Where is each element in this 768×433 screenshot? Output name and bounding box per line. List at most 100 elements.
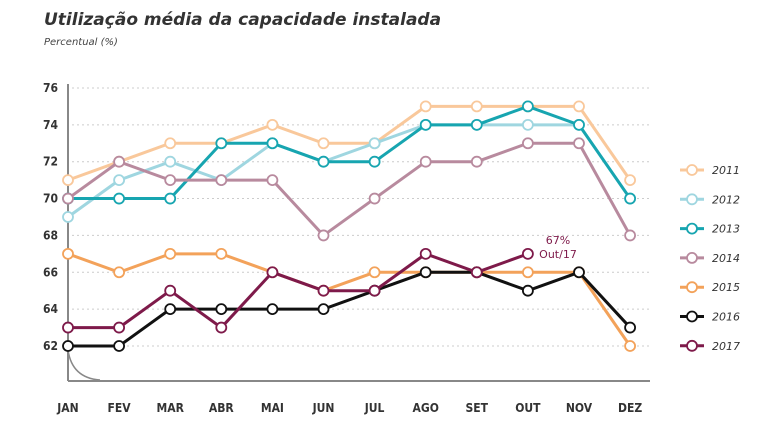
data-point-2011 [164, 137, 177, 150]
data-point-2013 [470, 118, 483, 131]
data-point-2016 [317, 303, 330, 316]
data-point-2011 [624, 174, 636, 187]
data-point-2013 [419, 118, 432, 131]
legend-label-2011: 2011 [712, 164, 740, 177]
legend-marker-2012 [686, 193, 698, 206]
x-tick-label: JUL [364, 401, 385, 415]
data-point-2015 [624, 340, 636, 352]
data-point-2017 [470, 266, 483, 279]
data-point-2016 [522, 284, 534, 297]
data-point-2017 [368, 284, 381, 297]
x-tick-label: FEV [108, 401, 132, 415]
data-point-2017 [164, 284, 177, 297]
x-tick-label: AGO [413, 401, 439, 415]
x-tick-label: JUN [312, 401, 335, 415]
series-line-2011 [67, 104, 632, 182]
legend-marker-2011 [686, 164, 698, 176]
data-point-2012 [62, 211, 74, 223]
data-point-2011 [317, 137, 330, 150]
data-point-2017 [266, 266, 279, 279]
data-point-2016 [573, 266, 585, 279]
data-point-2016 [164, 303, 177, 316]
data-point-2013 [266, 137, 279, 150]
legend-marker-2016 [686, 310, 698, 323]
x-tick-label: DEZ [618, 401, 642, 415]
data-point-2013 [317, 155, 330, 168]
legend-marker-2015 [686, 281, 698, 294]
data-point-2015 [368, 266, 381, 279]
data-point-2015 [215, 247, 228, 260]
legend-label-2016: 2016 [712, 311, 740, 324]
data-point-2015 [113, 266, 125, 279]
series-line-2017 [68, 252, 529, 330]
y-tick-label: 76 [43, 81, 58, 95]
legend-label-2014: 2014 [712, 252, 740, 265]
legend-label-2012: 2012 [712, 193, 740, 206]
data-point-2014 [62, 192, 74, 205]
data-point-2011 [419, 100, 432, 113]
data-point-2017 [62, 321, 74, 334]
y-tick-label: 64 [43, 302, 59, 316]
data-point-2014 [470, 155, 483, 168]
y-tick-label: 74 [43, 118, 59, 132]
data-point-2012 [368, 137, 381, 150]
x-tick-label: JAN [56, 401, 78, 415]
data-point-2013 [522, 100, 534, 113]
data-point-2016 [113, 340, 125, 352]
series-line-2016 [68, 270, 632, 348]
legend-marker-2017 [686, 339, 698, 352]
series-line-2015 [67, 252, 632, 347]
data-point-2013 [164, 192, 177, 205]
data-point-2013 [573, 118, 585, 131]
chart-title: Utilização média da capacidade instalada [44, 10, 442, 30]
data-point-2011 [470, 100, 483, 113]
data-point-2017 [419, 247, 432, 260]
data-point-2015 [62, 247, 74, 260]
legend-label-2015: 2015 [712, 281, 740, 294]
data-point-2013 [368, 155, 381, 168]
x-tick-label: NOV [566, 401, 593, 415]
data-point-2012 [522, 118, 534, 131]
data-point-2011 [62, 174, 74, 187]
data-point-2014 [113, 155, 125, 168]
x-tick-label: OUT [515, 401, 541, 415]
data-point-2017 [113, 321, 125, 334]
data-point-2014 [164, 174, 177, 187]
data-point-2012 [164, 155, 177, 168]
x-tick-label: MAI [261, 401, 284, 415]
annotation-value: 67% [546, 234, 570, 247]
data-point-2014 [368, 192, 381, 205]
legend-marker-2014 [686, 251, 698, 264]
data-point-2014 [624, 229, 636, 242]
axis-break [67, 349, 101, 381]
legend-marker-2013 [686, 222, 698, 235]
data-point-2014 [419, 155, 432, 168]
data-point-2014 [266, 174, 279, 187]
data-point-2017 [522, 247, 534, 260]
y-tick-label: 72 [43, 155, 58, 169]
data-point-2016 [419, 266, 432, 279]
y-tick-label: 68 [43, 228, 58, 242]
data-point-2016 [266, 303, 279, 316]
data-point-2014 [522, 137, 534, 150]
legend-label-2013: 2013 [712, 223, 740, 236]
y-tick-label: 66 [43, 265, 58, 279]
series-line-2014 [67, 141, 632, 238]
y-tick-label: 70 [43, 192, 58, 206]
data-point-2014 [215, 174, 228, 187]
data-point-2012 [113, 174, 125, 187]
data-point-2013 [215, 137, 228, 150]
chart-subtitle: Percentual (%) [44, 37, 118, 48]
data-point-2013 [624, 192, 636, 205]
data-point-2015 [164, 247, 177, 260]
x-tick-label: ABR [209, 401, 235, 415]
data-point-2017 [215, 321, 228, 334]
data-point-2013 [113, 192, 125, 205]
legend-label-2017: 2017 [712, 340, 740, 353]
series-line-2013 [68, 104, 632, 201]
data-point-2014 [573, 137, 585, 150]
data-point-2015 [522, 266, 534, 279]
data-point-2016 [215, 303, 228, 316]
series-line-2012 [67, 123, 632, 219]
